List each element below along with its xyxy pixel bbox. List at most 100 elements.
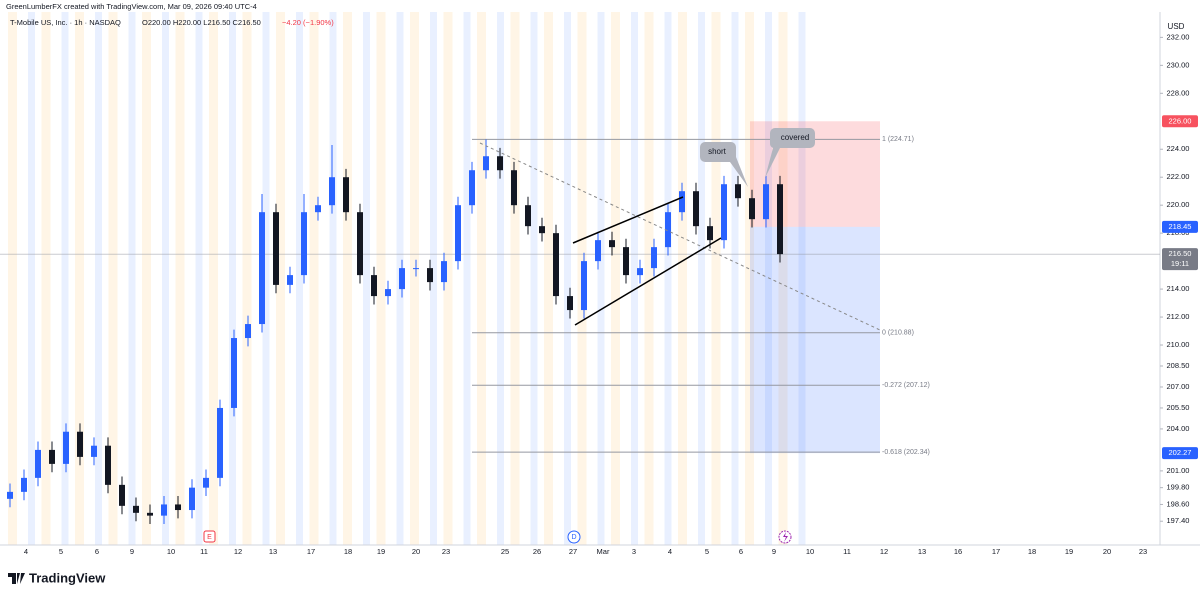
y-tick-label: 204.00 <box>1167 424 1190 433</box>
x-tick-label: 3 <box>632 547 636 556</box>
candle-body <box>567 296 573 311</box>
x-tick-label: 5 <box>705 547 709 556</box>
trend-line <box>479 142 881 331</box>
candle-body <box>427 268 433 283</box>
x-tick-label: 20 <box>1103 547 1111 556</box>
fib-label: 0 (210.88) <box>882 330 914 337</box>
stripe <box>463 12 471 545</box>
candle-body <box>63 431 69 464</box>
x-tick-label: 16 <box>954 547 962 556</box>
candle-body <box>77 431 83 457</box>
y-tick-label: 210.00 <box>1167 340 1190 349</box>
y-tick-label: 207.00 <box>1167 382 1190 391</box>
stripe <box>162 12 169 545</box>
y-tick-label: 224.00 <box>1167 144 1190 153</box>
fib-label: 1 (224.71) <box>882 136 914 143</box>
x-tick-label: 9 <box>130 547 134 556</box>
candle-body <box>413 268 419 270</box>
y-tick-label: 199.80 <box>1167 483 1190 492</box>
stripe <box>798 12 806 545</box>
stripe <box>242 12 252 545</box>
stripe <box>276 12 285 545</box>
callout-covered: covered <box>765 128 815 178</box>
x-tick-label: 18 <box>1028 547 1036 556</box>
candle-body <box>609 240 615 248</box>
candle-body <box>511 170 517 206</box>
stripe <box>229 12 236 545</box>
x-tick-label: 27 <box>569 547 577 556</box>
y-tick-label: 228.00 <box>1167 88 1190 97</box>
stripe <box>410 12 419 545</box>
stripe <box>564 12 571 545</box>
y-tick-label: 214.00 <box>1167 284 1190 293</box>
x-tick-label: 20 <box>412 547 420 556</box>
stripe <box>477 12 486 545</box>
candle-body <box>357 212 363 276</box>
stripe <box>731 12 739 545</box>
candle-body <box>287 275 293 285</box>
stripe <box>363 12 370 545</box>
target-zone <box>750 226 880 454</box>
candle-body <box>637 268 643 276</box>
candle-body <box>7 491 13 499</box>
candle-body <box>259 212 265 325</box>
candle-body <box>455 205 461 262</box>
stripe <box>644 12 654 545</box>
candle-body <box>651 247 657 269</box>
event-label: E <box>207 534 212 541</box>
stripe <box>497 12 504 545</box>
x-tick-label: 25 <box>501 547 509 556</box>
symbol: T-Mobile US, Inc. · 1h · NASDAQ <box>10 18 121 27</box>
y-tick-label: 230.00 <box>1167 60 1190 69</box>
callout-short: short <box>700 142 748 187</box>
stripe <box>530 12 538 545</box>
event-dividend[interactable] <box>567 530 581 544</box>
channel-upper <box>572 196 684 244</box>
candle-body <box>763 184 769 220</box>
candle-body <box>119 484 125 506</box>
x-tick-label: 17 <box>992 547 1000 556</box>
y-tick-label: 212.00 <box>1167 312 1190 321</box>
currency: USD <box>1168 22 1185 31</box>
x-tick-label: 18 <box>344 547 352 556</box>
channel-lower <box>574 237 722 326</box>
candle-body <box>497 156 503 171</box>
candle-body <box>623 247 629 276</box>
x-tick-label: 4 <box>24 547 28 556</box>
candle-body <box>273 212 279 285</box>
stripe <box>443 12 453 545</box>
price-tag-label: 218.45 <box>1169 222 1192 231</box>
credit: GreenLumberFX created with TradingView.c… <box>6 2 257 11</box>
stripe <box>778 12 788 545</box>
price-tag-label: 202.27 <box>1169 448 1192 457</box>
y-tick-label: 232.00 <box>1167 32 1190 41</box>
stripe <box>195 12 203 545</box>
candle-body <box>735 184 741 199</box>
logo: TradingView <box>8 570 106 585</box>
x-tick-label: 23 <box>1139 547 1147 556</box>
stripe <box>376 12 386 545</box>
price-tag-label: 216.50 <box>1169 249 1192 258</box>
stripe <box>765 12 772 545</box>
y-tick-label: 208.50 <box>1167 361 1190 370</box>
candle-body <box>525 205 531 227</box>
candle-body <box>189 487 195 511</box>
x-tick-label: 9 <box>772 547 776 556</box>
countdown: 19:11 <box>1171 259 1189 268</box>
stripe <box>108 12 118 545</box>
x-tick-label: 13 <box>269 547 277 556</box>
stripe <box>8 12 17 545</box>
stripe <box>329 12 337 545</box>
stripe <box>698 12 705 545</box>
brand: TradingView <box>29 570 106 585</box>
event-earnings[interactable] <box>203 530 216 543</box>
x-tick-label: 19 <box>1065 547 1073 556</box>
stripe <box>41 12 51 545</box>
annotation: covered <box>781 133 809 142</box>
candle-body <box>91 445 97 457</box>
candle-body <box>175 504 181 511</box>
price-tag <box>1162 115 1198 128</box>
y-tick-label: 205.50 <box>1167 403 1190 412</box>
x-tick-label: 6 <box>739 547 743 556</box>
